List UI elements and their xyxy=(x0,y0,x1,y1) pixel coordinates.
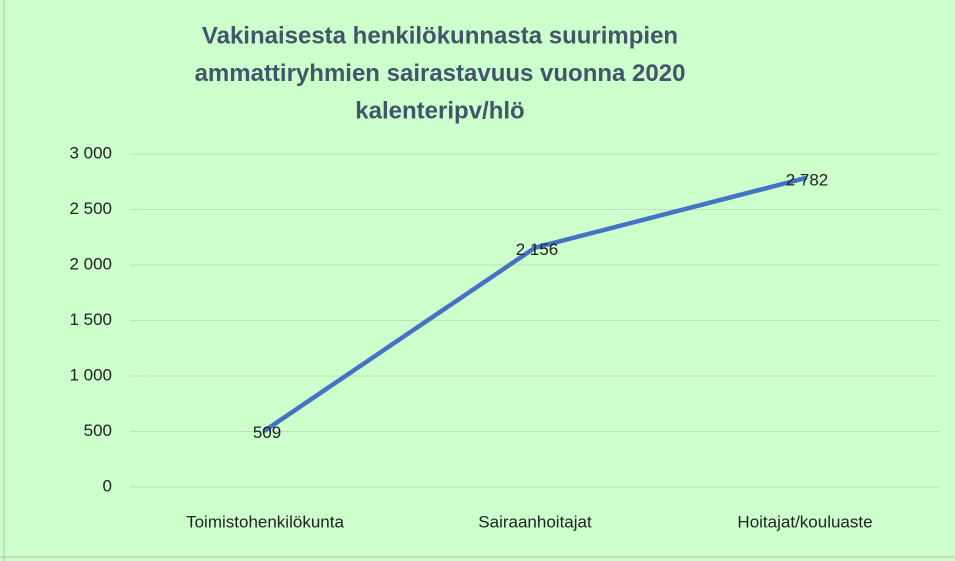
y-tick-label: 1 000 xyxy=(69,365,112,384)
y-tick-label: 500 xyxy=(84,421,112,440)
y-tick-label: 2 000 xyxy=(69,254,112,273)
y-tick-label: 1 500 xyxy=(69,310,112,329)
chart-title: ammattiryhmien sairastavuus vuonna 2020 xyxy=(195,60,686,87)
chart-title: Vakinaisesta henkilökunnasta suurimpien xyxy=(202,22,678,49)
x-tick-label: Sairaanhoitajat xyxy=(478,512,592,531)
data-label: 2 782 xyxy=(786,171,829,190)
y-tick-label: 0 xyxy=(103,476,112,495)
line xyxy=(262,175,808,433)
y-tick-label: 3 000 xyxy=(69,143,112,162)
data-label: 509 xyxy=(253,423,281,442)
chart-title: kalenteripv/hlö xyxy=(355,97,524,124)
x-tick-label: Hoitajat/kouluaste xyxy=(737,512,872,531)
data-label: 2 156 xyxy=(516,240,559,259)
x-tick-label: Toimistohenkilökunta xyxy=(186,512,344,531)
y-tick-label: 2 500 xyxy=(69,199,112,218)
